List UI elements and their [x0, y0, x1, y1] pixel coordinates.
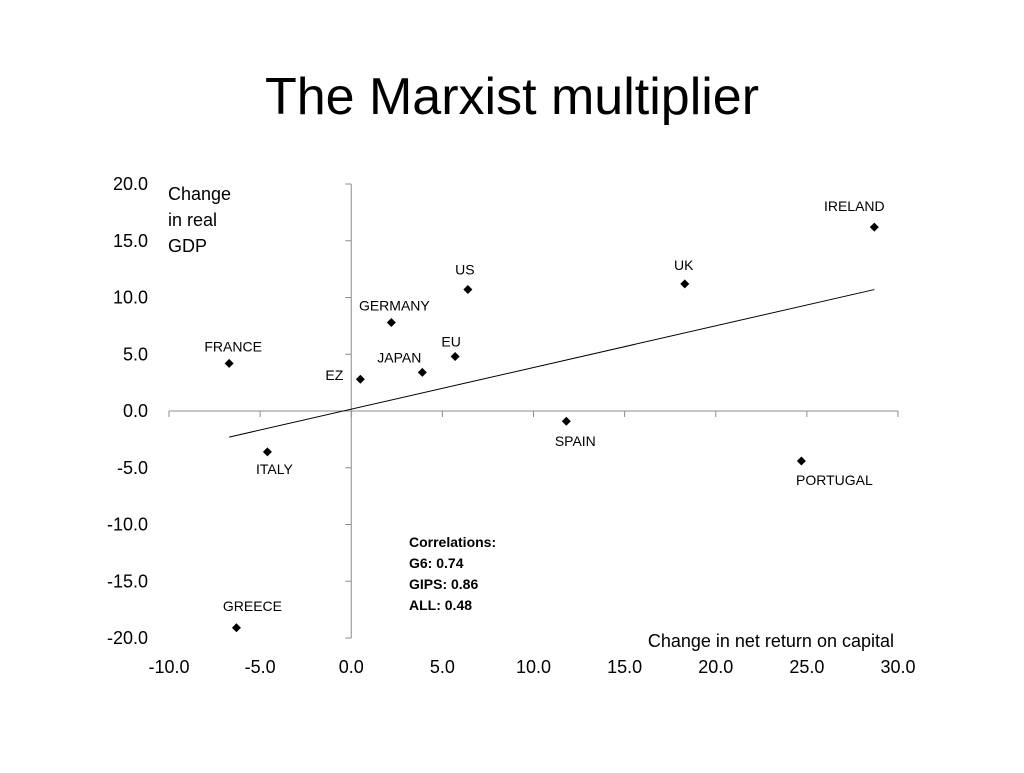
- y-tick-label: -5.0: [117, 458, 148, 478]
- axes-group: [168, 183, 899, 639]
- y-tick-label: 5.0: [123, 344, 148, 364]
- point-label-spain: SPAIN: [555, 433, 596, 449]
- axis-titles-group: Change in real GDP Change in net return on …: [168, 184, 894, 651]
- point-label-ireland: IRELAND: [824, 198, 885, 214]
- y-axis-title: Change in real GDP: [168, 184, 231, 256]
- x-tick-label: 30.0: [880, 657, 915, 677]
- x-tick-label: -5.0: [245, 657, 276, 677]
- data-point-ez: [355, 374, 365, 384]
- point-labels-group: IRELAND UK US GERMANY EU JAPAN EZ FRANCE SPAIN IT…: [204, 198, 884, 614]
- data-point-ireland: [869, 222, 879, 232]
- correlations-annotation: Correlations: G6: 0.74 GIPS: 0.86 ALL: 0.48: [409, 534, 496, 613]
- data-point-eu: [450, 352, 460, 362]
- y-tick-label: -20.0: [107, 628, 148, 648]
- data-point-italy: [262, 447, 272, 457]
- y-axis-title-line: in real: [168, 210, 217, 230]
- point-label-japan: JAPAN: [377, 349, 421, 365]
- correlation-line: G6: 0.74: [409, 555, 464, 571]
- slide-title: The Marxist multiplier: [264, 68, 760, 126]
- y-tick-label: 10.0: [113, 288, 148, 308]
- point-label-greece: GREECE: [223, 598, 282, 614]
- trendline: [229, 289, 875, 438]
- point-label-italy: ITALY: [256, 461, 293, 477]
- x-tick-label: 15.0: [607, 657, 642, 677]
- data-point-uk: [680, 279, 690, 289]
- y-tick-label: 0.0: [123, 401, 148, 421]
- point-label-eu: EU: [441, 334, 460, 350]
- data-point-portugal: [796, 456, 806, 466]
- data-point-greece: [231, 623, 241, 633]
- trendline-group: [229, 289, 875, 438]
- x-axis-title: Change in net return on capital: [648, 631, 894, 651]
- data-point-france: [224, 358, 234, 368]
- data-point-japan: [417, 367, 427, 377]
- x-tick-label: 0.0: [339, 657, 364, 677]
- correlation-line: GIPS: 0.86: [409, 576, 478, 592]
- y-axis-title-line: GDP: [168, 236, 207, 256]
- point-label-us: US: [455, 262, 474, 278]
- points-group: [224, 222, 879, 633]
- x-tick-label: 5.0: [430, 657, 455, 677]
- y-tick-label: -10.0: [107, 515, 148, 535]
- tick-labels-group: -20.0 -15.0 -10.0 -5.0 0.0 5.0 10.0 15.0 20.0 -10…: [107, 174, 916, 677]
- correlation-line: ALL: 0.48: [409, 597, 472, 613]
- point-label-ez: EZ: [325, 367, 343, 383]
- correlation-line: Correlations:: [409, 534, 496, 550]
- point-label-uk: UK: [674, 257, 694, 273]
- data-point-spain: [561, 416, 571, 426]
- x-tick-label: 20.0: [698, 657, 733, 677]
- y-tick-label: -15.0: [107, 571, 148, 591]
- point-label-germany: GERMANY: [359, 297, 430, 313]
- x-tick-label: -10.0: [148, 657, 189, 677]
- y-tick-label: 20.0: [113, 174, 148, 194]
- x-tick-label: 25.0: [789, 657, 824, 677]
- y-tick-label: 15.0: [113, 231, 148, 251]
- point-label-france: FRANCE: [204, 338, 262, 354]
- data-point-us: [463, 285, 473, 295]
- y-axis-title-line: Change: [168, 184, 231, 204]
- x-tick-label: 10.0: [516, 657, 551, 677]
- point-label-portugal: PORTUGAL: [796, 472, 873, 488]
- data-point-germany: [386, 317, 396, 327]
